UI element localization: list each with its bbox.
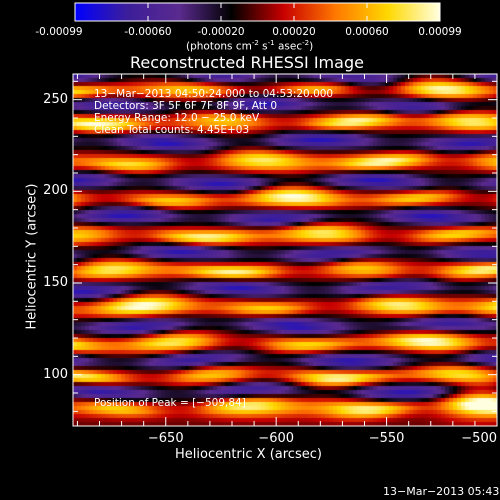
plot-timestamp: 13−Mar−2013 05:43 <box>383 485 500 498</box>
colorbar <box>74 2 441 22</box>
chart-title: Reconstructed RHESSI Image <box>130 53 364 72</box>
annotation-detectors: Detectors: 3F 5F 6F 7F 8F 9F, Att 0 <box>94 100 278 112</box>
x-tick-label: −550 <box>368 431 405 446</box>
x-tick-label: −600 <box>258 431 295 446</box>
colorbar-tick-label: -0.00099 <box>35 26 83 38</box>
y-tick-label: 150 <box>43 275 68 290</box>
x-tick-label: −650 <box>147 431 184 446</box>
annotation-clean-counts: Clean Total counts: 4.45E+03 <box>94 124 250 136</box>
y-tick-label: 250 <box>43 91 68 107</box>
x-tick-label: −500 <box>461 431 497 446</box>
colorbar-unit-label: (photons cm-2 s-1 asec-2) <box>186 39 314 53</box>
colorbar-tick-label: 0.00020 <box>272 26 316 38</box>
y-tick-label: 200 <box>43 183 68 199</box>
colorbar-tick-label: -0.00020 <box>197 26 245 38</box>
y-tick-label: 100 <box>43 366 68 382</box>
annotation-time-range: 13−Mar−2013 04:50:24.000 to 04:53:20.000 <box>94 88 334 100</box>
plot-border <box>72 73 498 427</box>
heatmap-image <box>73 74 497 426</box>
annotation-energy-range: Energy Range: 12.0 − 25.0 keV <box>94 112 260 124</box>
colorbar-tick-label: 0.00099 <box>418 26 462 38</box>
colorbar-gradient <box>74 2 441 22</box>
annotation-peak-position: Position of Peak = [−509,84] <box>94 397 246 409</box>
colorbar-tick-label: -0.00060 <box>124 26 172 38</box>
x-axis-label: Heliocentric X (arcsec) <box>175 447 322 462</box>
y-axis-label: Heliocentric Y (arcsec) <box>24 183 40 330</box>
colorbar-tick-label: 0.00060 <box>345 26 389 38</box>
